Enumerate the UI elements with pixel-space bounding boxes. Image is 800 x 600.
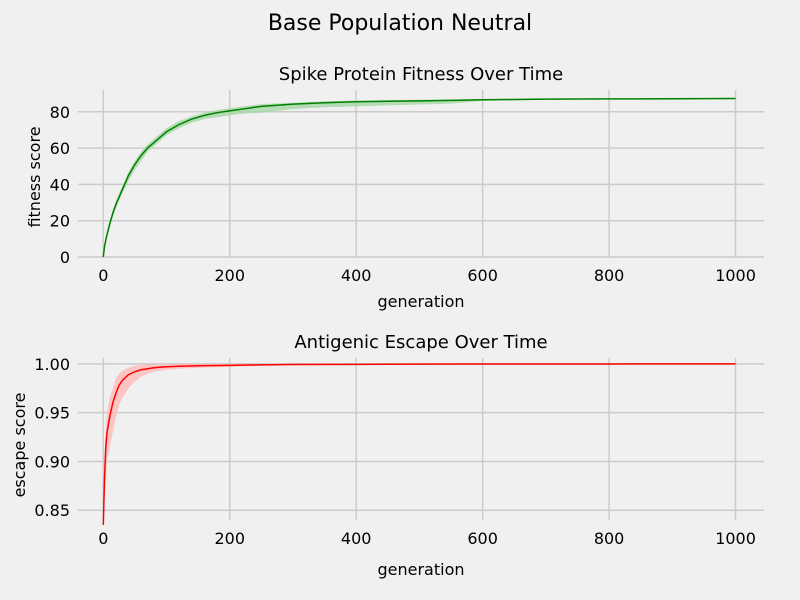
- fitness-x-tick-label: 600: [467, 266, 498, 285]
- fitness-y-tick-label: 40: [50, 175, 70, 194]
- fitness-panel: Spike Protein Fitness Over Time 0 200 400 6…: [25, 64, 764, 311]
- fitness-gridlines: [78, 90, 764, 258]
- escape-confidence-band: [103, 363, 736, 525]
- escape-x-tick-label: 600: [467, 529, 498, 548]
- escape-panel: Antigenic Escape Over Time 0 200 400 600 800…: [10, 332, 764, 579]
- escape-y-tick-label: 0.95: [34, 404, 70, 423]
- fitness-x-tick-label: 400: [341, 266, 372, 285]
- escape-y-tick-label: 0.90: [34, 452, 70, 471]
- escape-x-tick-label: 800: [594, 529, 625, 548]
- escape-gridlines: [78, 358, 764, 520]
- escape-x-axis-label: generation: [377, 560, 464, 579]
- fitness-y-tick-label: 0: [60, 248, 70, 267]
- fitness-x-tick-label: 800: [594, 266, 625, 285]
- escape-y-tick-label: 0.85: [34, 501, 70, 520]
- figure-suptitle: Base Population Neutral: [268, 11, 532, 36]
- fitness-y-tick-label: 60: [50, 139, 70, 158]
- escape-x-tick-label: 200: [214, 529, 245, 548]
- escape-y-axis-label: escape score: [10, 393, 29, 498]
- fitness-x-tick-label: 200: [214, 266, 245, 285]
- fitness-x-axis-label: generation: [377, 292, 464, 311]
- escape-x-tick-label: 0: [98, 529, 108, 548]
- fitness-x-tick-label: 0: [98, 266, 108, 285]
- fitness-y-axis-label: fitness score: [25, 126, 44, 227]
- fitness-confidence-band: [103, 98, 736, 257]
- fitness-chart-title: Spike Protein Fitness Over Time: [279, 64, 563, 85]
- escape-x-tick-label: 1000: [715, 529, 756, 548]
- escape-chart-title: Antigenic Escape Over Time: [294, 332, 547, 353]
- fitness-y-tick-label: 20: [50, 212, 70, 231]
- fitness-series-line: [102, 97, 736, 258]
- escape-y-tick-label: 1.00: [34, 355, 70, 374]
- escape-x-tick-label: 400: [341, 529, 372, 548]
- fitness-y-tick-label: 80: [50, 103, 70, 122]
- fitness-x-tick-label: 1000: [715, 266, 756, 285]
- escape-tick-labels: 0 200 400 600 800 1000 0.85 0.90 0.95 1.00: [34, 355, 756, 548]
- escape-series-line: [102, 363, 736, 525]
- fitness-tick-labels: 0 200 400 600 800 1000 0 20 40 60 80: [50, 103, 756, 285]
